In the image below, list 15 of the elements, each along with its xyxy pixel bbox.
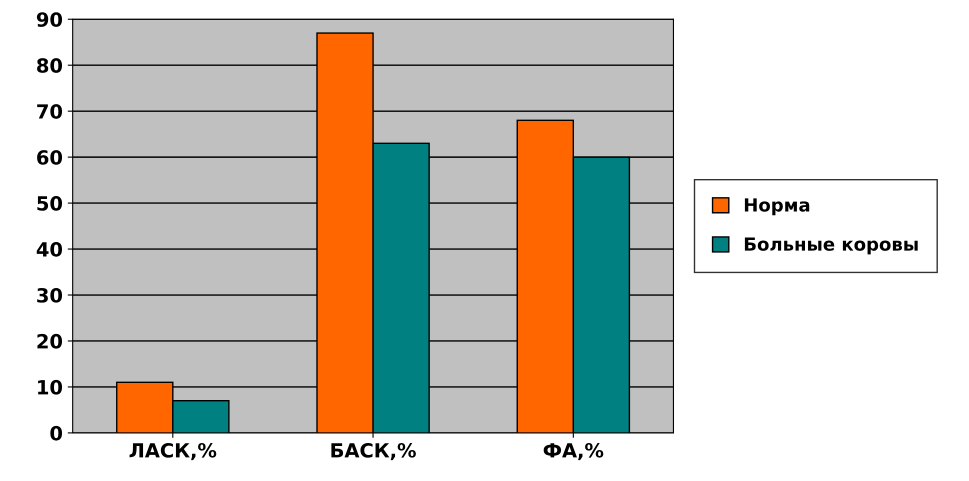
y-tick-label: 0 xyxy=(50,426,62,441)
x-tick-label: БАСК,% xyxy=(331,442,416,460)
legend-label: Норма xyxy=(744,198,810,216)
y-tick-label: 70 xyxy=(37,104,62,119)
y-tick-label: 60 xyxy=(37,150,62,165)
y-tick-label: 80 xyxy=(37,58,62,73)
y-tick-label: 90 xyxy=(36,12,62,27)
y-tick-label: 50 xyxy=(37,196,62,211)
y-tick-label: 40 xyxy=(36,242,62,257)
legend-label: Больные коровы xyxy=(744,237,918,254)
x-tick-label: ФА,% xyxy=(544,442,604,460)
x-tick-label: ЛАСК,% xyxy=(130,442,216,460)
y-tick-label: 10 xyxy=(38,380,62,395)
y-tick-label: 30 xyxy=(37,288,62,303)
y-tick-label: 20 xyxy=(37,334,62,349)
